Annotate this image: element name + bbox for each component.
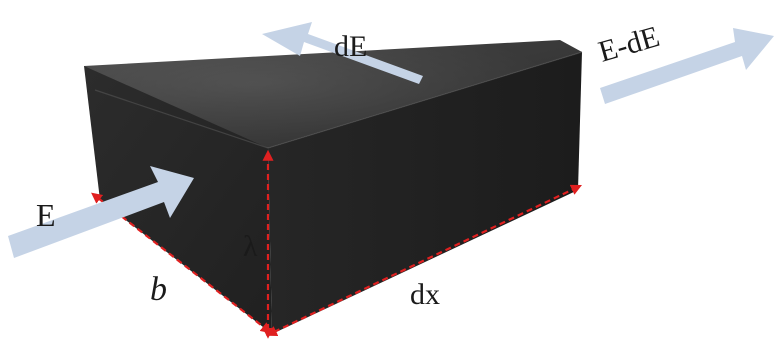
energy-absorbed-label: dE bbox=[334, 30, 367, 63]
energy-out-label: E-dE bbox=[595, 20, 663, 69]
height-label: λ bbox=[243, 230, 258, 263]
thickness-label: dx bbox=[410, 278, 440, 311]
width-label: b bbox=[150, 271, 167, 308]
energy-in-label: E bbox=[36, 197, 56, 233]
